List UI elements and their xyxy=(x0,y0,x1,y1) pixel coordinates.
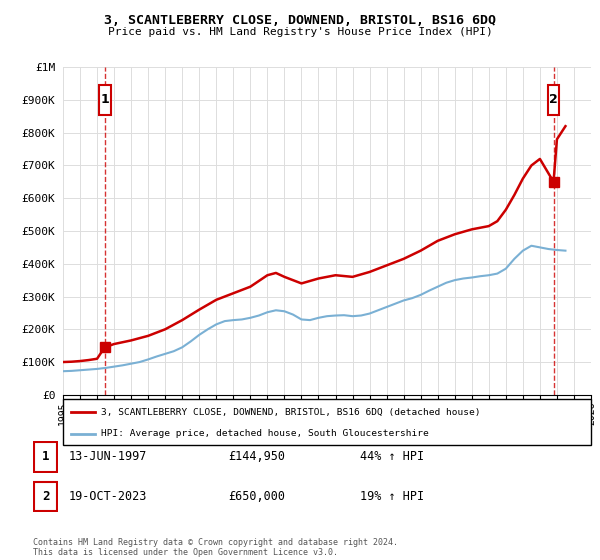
Text: HPI: Average price, detached house, South Gloucestershire: HPI: Average price, detached house, Sout… xyxy=(101,429,429,438)
Text: 19-OCT-2023: 19-OCT-2023 xyxy=(69,489,148,503)
Text: £144,950: £144,950 xyxy=(228,450,285,464)
Text: 44% ↑ HPI: 44% ↑ HPI xyxy=(360,450,424,464)
Text: 1: 1 xyxy=(100,94,109,106)
Text: Contains HM Land Registry data © Crown copyright and database right 2024.
This d: Contains HM Land Registry data © Crown c… xyxy=(33,538,398,557)
Text: 3, SCANTLEBERRY CLOSE, DOWNEND, BRISTOL, BS16 6DQ (detached house): 3, SCANTLEBERRY CLOSE, DOWNEND, BRISTOL,… xyxy=(101,408,481,417)
Bar xyxy=(548,85,559,115)
Bar xyxy=(99,85,110,115)
Text: 19% ↑ HPI: 19% ↑ HPI xyxy=(360,489,424,503)
Text: Price paid vs. HM Land Registry's House Price Index (HPI): Price paid vs. HM Land Registry's House … xyxy=(107,27,493,37)
Text: 13-JUN-1997: 13-JUN-1997 xyxy=(69,450,148,464)
Text: 2: 2 xyxy=(549,94,558,106)
Text: 3, SCANTLEBERRY CLOSE, DOWNEND, BRISTOL, BS16 6DQ: 3, SCANTLEBERRY CLOSE, DOWNEND, BRISTOL,… xyxy=(104,14,496,27)
Text: £650,000: £650,000 xyxy=(228,489,285,503)
Text: 1: 1 xyxy=(42,450,49,464)
Text: 2: 2 xyxy=(42,489,49,503)
